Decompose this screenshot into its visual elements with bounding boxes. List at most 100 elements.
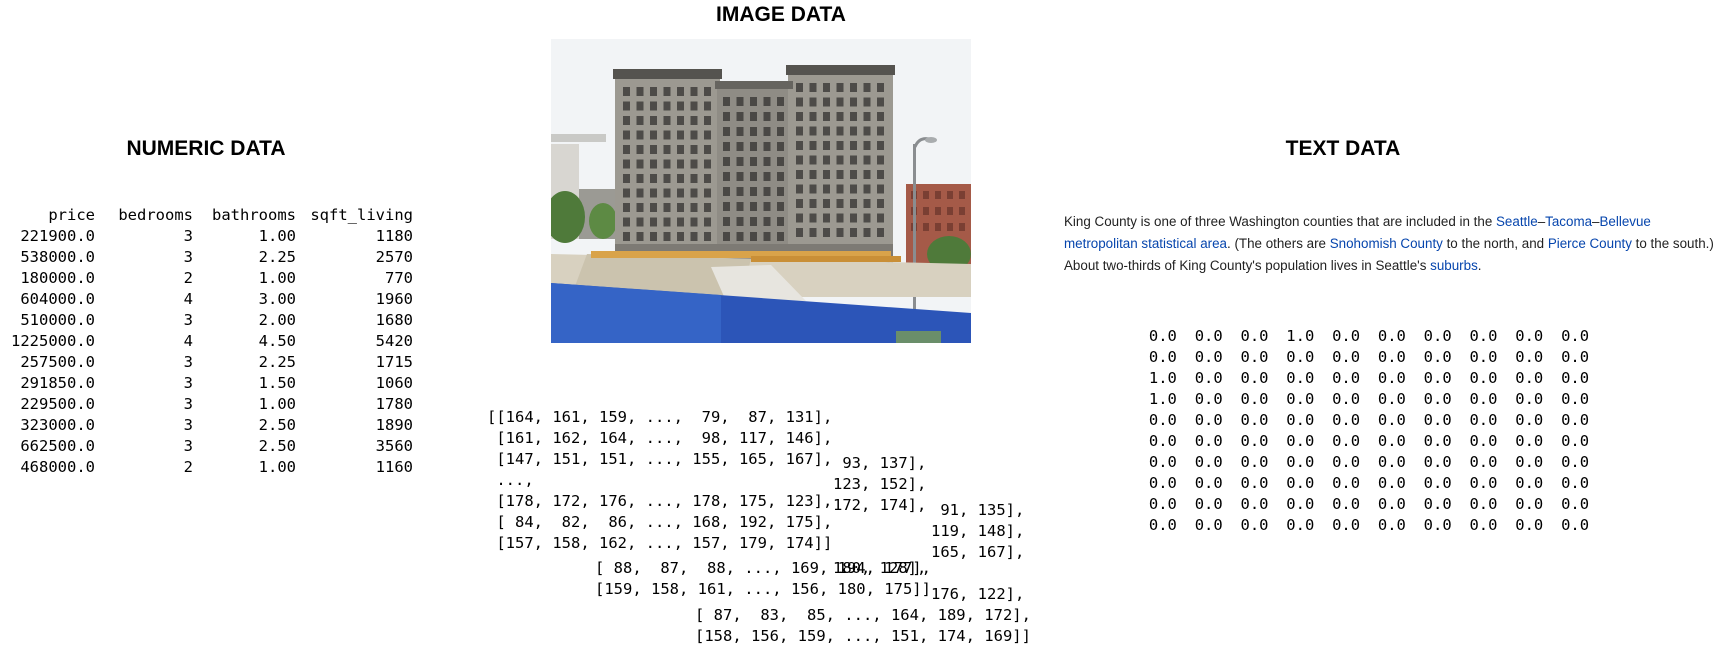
matrix-row: 0.0 0.0 0.0 0.0 0.0 0.0 0.0 0.0 0.0 0.0: [1140, 431, 1598, 452]
tacoma-link[interactable]: Tacoma: [1545, 214, 1593, 229]
matrix-row: 1.0 0.0 0.0 0.0 0.0 0.0 0.0 0.0 0.0 0.0: [1140, 368, 1598, 389]
matrix-cell: 0.0: [1332, 495, 1361, 513]
matrix-cell: 0.0: [1515, 474, 1544, 492]
table-header-row: price bedrooms bathrooms sqft_living: [8, 205, 413, 226]
matrix-cell: 0.0: [1286, 453, 1315, 471]
matrix-cell: 0.0: [1194, 495, 1223, 513]
matrix-cell: 0.0: [1286, 348, 1315, 366]
matrix-cell: 0.0: [1194, 474, 1223, 492]
paragraph-text: .: [1477, 258, 1482, 273]
text-vector-matrix: 0.0 0.0 0.0 1.0 0.0 0.0 0.0 0.0 0.0 0.0 0.0 0.0 0.0 0…: [1140, 326, 1598, 536]
matrix-cell: 0.0: [1423, 327, 1452, 345]
matrix-cell: 0.0: [1377, 453, 1406, 471]
array-line: [147, 151, 151, ..., 155, 165, 167],: [487, 450, 833, 468]
table-cell: 1.00: [258, 395, 296, 413]
array-line: [[164, 161, 159, ..., 79, 87, 131],: [487, 408, 833, 426]
array-line: [159, 158, 161, ..., 156, 180, 175]]: [595, 580, 931, 598]
matrix-cell: 0.0: [1423, 348, 1452, 366]
matrix-cell: 0.0: [1377, 327, 1406, 345]
matrix-row: 0.0 0.0 0.0 0.0 0.0 0.0 0.0 0.0 0.0 0.0: [1140, 473, 1598, 494]
table-row: 510000.0 3 2.00 1680: [8, 310, 413, 331]
array-line: ...,: [487, 471, 534, 489]
matrix-row: 0.0 0.0 0.0 0.0 0.0 0.0 0.0 0.0 0.0 0.0: [1140, 515, 1598, 536]
table-cell: 5420: [375, 332, 413, 350]
table-cell: 538000.0: [20, 248, 95, 266]
matrix-cell: 0.0: [1194, 390, 1223, 408]
table-cell: 4.50: [258, 332, 296, 350]
matrix-cell: 0.0: [1515, 327, 1544, 345]
matrix-cell: 0.0: [1377, 369, 1406, 387]
matrix-cell: 0.0: [1332, 432, 1361, 450]
matrix-cell: 0.0: [1194, 369, 1223, 387]
matrix-row: 0.0 0.0 0.0 0.0 0.0 0.0 0.0 0.0 0.0 0.0: [1140, 494, 1598, 515]
matrix-cell: 0.0: [1148, 432, 1177, 450]
matrix-cell: 0.0: [1240, 390, 1269, 408]
text-data-heading: TEXT DATA: [1285, 137, 1401, 160]
bellevue-msa-link[interactable]: Bellevue metropolitan statistical area: [1064, 214, 1651, 251]
matrix-cell: 0.0: [1194, 327, 1223, 345]
matrix-cell: 0.0: [1148, 327, 1177, 345]
table-cell: 1225000.0: [11, 332, 95, 350]
snohomish-county-link[interactable]: Snohomish County: [1329, 236, 1443, 251]
table-cell: 1180: [375, 227, 413, 245]
table-cell: 1.00: [258, 227, 296, 245]
table-cell: 180000.0: [20, 269, 95, 287]
table-cell: 2: [183, 458, 193, 476]
numeric-data-table: price bedrooms bathrooms sqft_living 221900…: [8, 205, 413, 478]
seattle-link[interactable]: Seattle: [1496, 214, 1538, 229]
table-cell: 291850.0: [20, 374, 95, 392]
array-line: 172, 174],: [833, 496, 927, 514]
table-cell: 3: [183, 311, 193, 329]
table-cell: 604000.0: [20, 290, 95, 308]
array-line: [ 87, 83, 85, ..., 164, 189, 172],: [695, 606, 1031, 624]
pierce-county-link[interactable]: Pierce County: [1547, 236, 1632, 251]
matrix-cell: 0.0: [1332, 516, 1361, 534]
matrix-cell: 1.0: [1286, 327, 1315, 345]
table-row: 257500.0 3 2.25 1715: [8, 352, 413, 373]
matrix-cell: 0.0: [1332, 411, 1361, 429]
table-cell: 1715: [375, 353, 413, 371]
matrix-cell: 1.0: [1148, 369, 1177, 387]
matrix-cell: 0.0: [1240, 516, 1269, 534]
table-cell: 2.00: [258, 311, 296, 329]
matrix-cell: 0.0: [1469, 474, 1498, 492]
table-row: 662500.0 3 2.50 3560: [8, 436, 413, 457]
table-cell: 1680: [375, 311, 413, 329]
matrix-cell: 0.0: [1148, 495, 1177, 513]
matrix-cell: 0.0: [1286, 369, 1315, 387]
matrix-cell: 0.0: [1240, 495, 1269, 513]
table-cell: 229500.0: [20, 395, 95, 413]
matrix-cell: 0.0: [1561, 516, 1590, 534]
table-cell: 1780: [375, 395, 413, 413]
matrix-cell: 0.0: [1240, 348, 1269, 366]
matrix-cell: 0.0: [1561, 495, 1590, 513]
numeric-data-heading: NUMERIC DATA: [126, 137, 286, 160]
array-line: [158, 156, 159, ..., 151, 174, 169]]: [695, 627, 1031, 645]
table-cell: 2: [183, 269, 193, 287]
table-cell: 1890: [375, 416, 413, 434]
matrix-cell: 0.0: [1286, 516, 1315, 534]
matrix-cell: 0.0: [1332, 474, 1361, 492]
image-array-channel-2-tail: 93, 137], 123, 152], 172, 174], 180, 128],: [833, 453, 926, 579]
array-line: [178, 172, 176, ..., 178, 175, 123],: [487, 492, 833, 510]
array-line: 123, 152],: [833, 475, 927, 493]
matrix-cell: 0.0: [1377, 411, 1406, 429]
matrix-cell: 0.0: [1423, 516, 1452, 534]
table-cell: 2.25: [258, 248, 296, 266]
image-array-channel-2-rows: [ 88, 87, 88, ..., 169, 194, 177], [159, …: [595, 558, 931, 600]
matrix-cell: 0.0: [1469, 516, 1498, 534]
array-line: 165, 167],: [931, 543, 1025, 561]
table-cell: 3: [183, 374, 193, 392]
matrix-cell: 0.0: [1148, 453, 1177, 471]
matrix-cell: 0.0: [1469, 411, 1498, 429]
table-cell: 4: [183, 290, 193, 308]
table-row: 1225000.0 4 4.50 5420: [8, 331, 413, 352]
matrix-row: 1.0 0.0 0.0 0.0 0.0 0.0 0.0 0.0 0.0 0.0: [1140, 389, 1598, 410]
column-header: bedrooms: [118, 206, 193, 224]
matrix-cell: 0.0: [1469, 348, 1498, 366]
table-cell: 3.00: [258, 290, 296, 308]
suburbs-link[interactable]: suburbs: [1430, 258, 1478, 273]
image-array-channel-3-rows: [ 87, 83, 85, ..., 164, 189, 172], [158, …: [695, 605, 1031, 647]
matrix-cell: 0.0: [1469, 390, 1498, 408]
matrix-row: 0.0 0.0 0.0 0.0 0.0 0.0 0.0 0.0 0.0 0.0: [1140, 410, 1598, 431]
